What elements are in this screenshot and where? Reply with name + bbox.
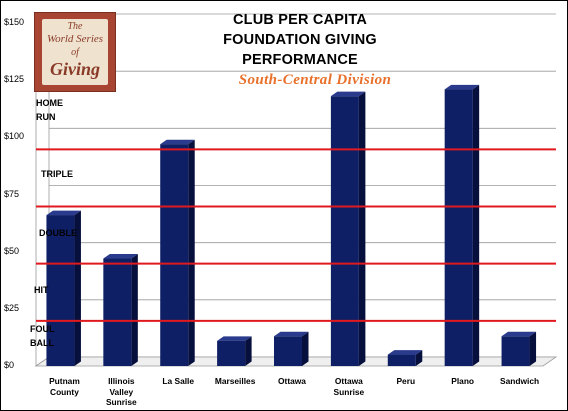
bar-top <box>330 91 366 97</box>
y-tick-label: $150 <box>4 17 25 27</box>
bar <box>501 336 530 366</box>
bar <box>274 336 302 366</box>
x-category-label: Ottawa <box>263 376 321 387</box>
bar <box>444 89 473 367</box>
bar-side <box>188 139 195 366</box>
x-category-label: Marseilles <box>206 376 264 387</box>
logo-text-4: Giving <box>49 59 100 79</box>
world-series-logo: The World Series of Giving <box>34 12 116 92</box>
logo-text-3: of <box>71 47 79 58</box>
bar-side <box>74 210 81 366</box>
x-category-label-line: Peru <box>396 376 416 386</box>
y-tick-label: $100 <box>4 131 25 142</box>
x-category-label: Putnam County <box>35 376 93 397</box>
x-category-label: La Salle <box>149 376 207 387</box>
bar-top <box>217 336 252 341</box>
bar-side <box>302 331 309 366</box>
x-category-label: Sandwich <box>491 376 549 387</box>
x-category-label-line: La Salle <box>162 376 195 386</box>
bar <box>46 215 75 366</box>
zone-label-foul-ball-line-2: BALL <box>30 338 54 348</box>
zone-label-hit-line-1: HIT <box>34 285 49 295</box>
y-tick-label: $125 <box>4 74 25 85</box>
zone-label-foul-ball: FOUL BALL <box>30 322 55 350</box>
zone-label-home-run: HOME RUN <box>36 96 63 124</box>
x-category-label-line: Marseilles <box>214 376 256 386</box>
bar <box>103 258 132 366</box>
bar <box>387 354 416 366</box>
zone-label-triple: TRIPLE <box>41 167 73 181</box>
x-category-label-line: Sunrise <box>333 386 365 397</box>
zone-label-hit: HIT <box>34 283 49 297</box>
logo-badge: The World Series of Giving <box>42 19 108 85</box>
bar-top <box>387 350 423 355</box>
bar-top <box>501 331 537 337</box>
bar-side <box>472 84 480 367</box>
zone-label-double: DOUBLE <box>39 226 77 240</box>
logo-text-2: World Series <box>46 33 104 45</box>
chart-title-line-1: CLUB PER CAPITA <box>232 12 368 28</box>
zone-label-home-run-line-1: HOME <box>36 98 63 108</box>
chart-title-line-2: FOUNDATION GIVING <box>223 32 377 48</box>
y-tick-label: $0 <box>4 360 15 370</box>
bar <box>330 96 359 366</box>
x-category-label: Plano <box>434 376 492 387</box>
x-category-label-line: Sunrise <box>105 397 137 407</box>
x-category-label-line: Plano <box>451 376 475 386</box>
y-tick-label: $50 <box>4 245 20 256</box>
bar-top <box>46 210 81 216</box>
bar <box>160 144 189 366</box>
y-tick-label: $75 <box>4 188 20 199</box>
zone-label-triple-line-1: TRIPLE <box>41 169 74 179</box>
x-category-label-line: Illinois <box>108 376 135 386</box>
x-category-label-line: Ottawa <box>278 376 306 386</box>
y-tick-label: $25 <box>4 302 20 313</box>
x-category-label: Illinois Valley Sunrise <box>92 376 150 408</box>
x-category-label-line: Putnam <box>49 376 80 386</box>
x-category-label: Peru <box>377 376 435 387</box>
bar-top <box>160 139 195 145</box>
x-category-label-line: Ottawa <box>334 376 363 386</box>
bar <box>217 340 246 366</box>
bar-top <box>274 331 309 337</box>
x-category-label: Ottawa Sunrise <box>320 376 378 397</box>
bar-top <box>103 254 138 259</box>
zone-label-home-run-line-2: RUN <box>36 112 56 122</box>
bar-side <box>131 254 138 366</box>
bar-top <box>444 84 480 90</box>
bar-side <box>529 331 537 366</box>
chart-subtitle: South-Central Division <box>238 72 392 88</box>
zone-label-double-line-1: DOUBLE <box>39 228 77 238</box>
logo-text-1: The <box>67 21 83 32</box>
x-category-label-line: County <box>50 386 79 397</box>
x-category-label-line: Sandwich <box>500 376 540 386</box>
zone-label-foul-ball-line-1: FOUL <box>30 324 55 334</box>
bar-side <box>415 350 423 366</box>
bar-side <box>358 91 366 366</box>
x-category-label-line: Valley <box>109 386 134 397</box>
bar-side <box>245 336 252 366</box>
chart-title-line-3: PERFORMANCE <box>242 52 358 68</box>
